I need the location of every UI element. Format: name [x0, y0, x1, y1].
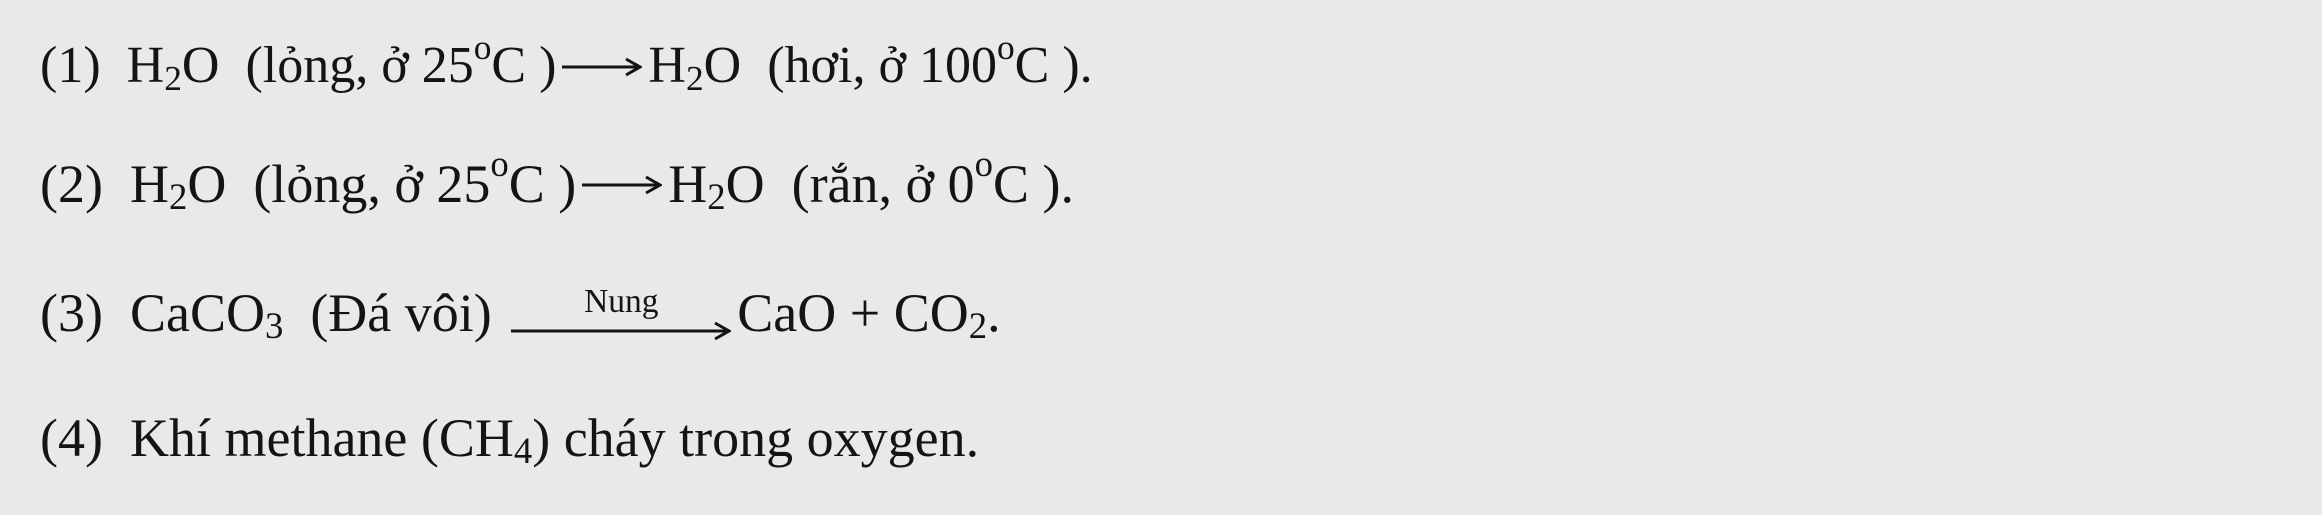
- formula-text: CaCO: [130, 286, 265, 340]
- formula-text: O: [726, 157, 765, 211]
- spacer: [219, 40, 245, 92]
- formula-text: O: [187, 157, 226, 211]
- line-number: (1): [40, 40, 101, 92]
- reaction-arrow: Nung: [511, 285, 731, 340]
- reaction-arrow: [582, 173, 662, 195]
- equation-line-1: (1) H 2 O (lỏng, ở 25 o C ) H 2 O (hơi, …: [40, 12, 2282, 120]
- paren-text: C ).: [1015, 40, 1093, 92]
- paren-text: (lỏng, ở 25: [245, 40, 473, 92]
- paren-text: (lỏng, ở 25: [253, 157, 490, 211]
- tail-text: .: [987, 286, 1001, 340]
- formula-text: O: [182, 40, 220, 92]
- formula-text: H: [648, 40, 686, 92]
- sentence-text: ) cháy trong oxygen.: [532, 411, 979, 465]
- line-number: (2): [40, 157, 103, 211]
- equation-line-4: (4) Khí methane (CH 4 ) cháy trong oxyge…: [40, 378, 2282, 498]
- spacer: [103, 286, 130, 340]
- spacer: [103, 157, 130, 211]
- equation-line-2: (2) H 2 O (lỏng, ở 25 o C ) H 2 O (rắn, …: [40, 120, 2282, 248]
- line-number: (3): [40, 286, 103, 340]
- paren-text: (Đá vôi): [310, 286, 491, 340]
- paren-text: (hơi, ở 100: [767, 40, 997, 92]
- spacer: [101, 40, 127, 92]
- paren-text: C ): [491, 40, 556, 92]
- formula-text: H: [130, 157, 169, 211]
- spacer: [226, 157, 253, 211]
- arrow-icon: [511, 321, 731, 341]
- arrow-icon: [582, 175, 662, 195]
- spacer: [741, 40, 767, 92]
- paren-text: (rắn, ở 0: [792, 157, 975, 211]
- formula-text: H: [127, 40, 165, 92]
- formula-text: H: [668, 157, 707, 211]
- paren-text: C ).: [993, 157, 1074, 211]
- arrow-label: Nung: [584, 285, 658, 318]
- reaction-arrow: [562, 55, 642, 77]
- formula-text: CaO + CO: [737, 286, 968, 340]
- spacer: [492, 286, 506, 340]
- sentence-text: Khí methane (CH: [130, 411, 514, 465]
- spacer: [283, 286, 310, 340]
- spacer: [103, 411, 130, 465]
- equation-line-3: (3) CaCO 3 (Đá vôi) Nung CaO + CO 2 .: [40, 248, 2282, 378]
- paren-text: C ): [509, 157, 577, 211]
- line-number: (4): [40, 411, 103, 465]
- arrow-icon: [562, 57, 642, 77]
- formula-text: O: [704, 40, 742, 92]
- spacer: [765, 157, 792, 211]
